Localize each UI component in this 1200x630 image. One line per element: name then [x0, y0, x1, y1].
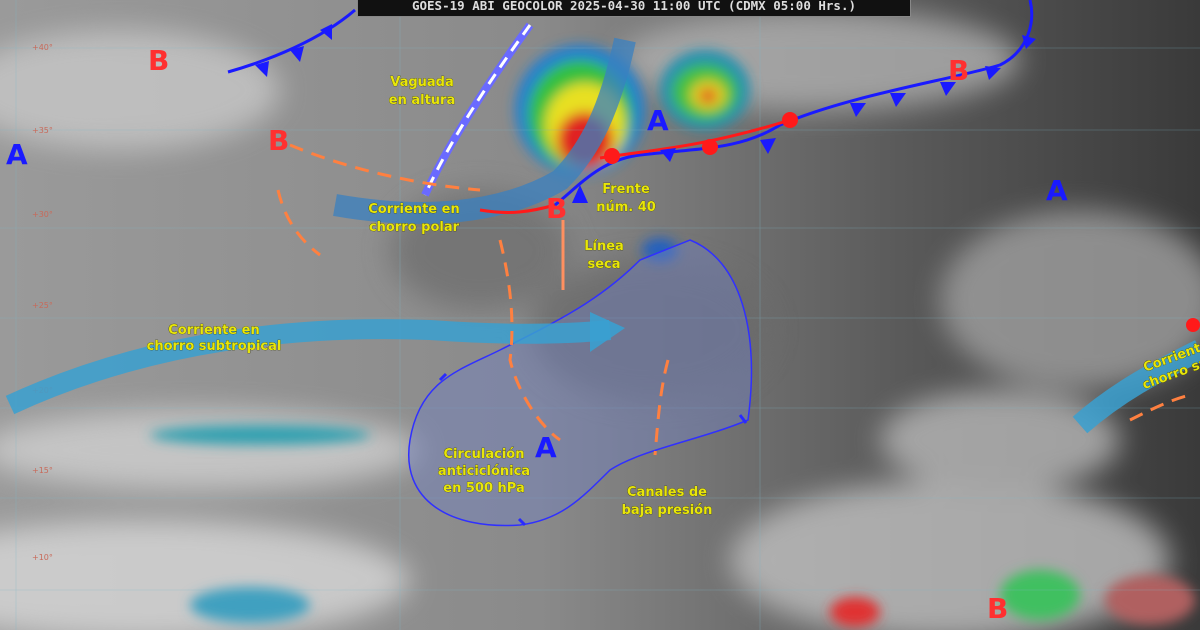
- lat-label: +15°: [32, 466, 53, 475]
- warm-front-marker: [1186, 318, 1200, 332]
- lat-label: +25°: [32, 301, 53, 310]
- label-canales: Canales de baja presión: [622, 485, 713, 518]
- circulation-arrow: [517, 517, 527, 527]
- polar-jet: [333, 37, 636, 224]
- lat-label: +40°: [32, 43, 53, 52]
- high-pressure-center: A: [535, 431, 557, 464]
- label-vaguada: Vaguada en altura: [389, 75, 455, 108]
- image-title: GOES-19 ABI GEOCOLOR 2025-04-30 11:00 UT…: [357, 0, 911, 17]
- low-pressure-center: B: [987, 592, 1008, 625]
- jet-arrow-head: [590, 312, 625, 352]
- high-pressure-center: A: [6, 138, 28, 171]
- subtropical-jet: [5, 319, 611, 415]
- lat-label: +30°: [32, 210, 53, 219]
- label-frente: Frente núm. 40: [596, 182, 656, 215]
- low-pressure-center: B: [546, 192, 567, 225]
- label-anticiclonica: Circulación anticiclónica en 500 hPa: [438, 447, 530, 496]
- low-pressure-troughs: [276, 143, 1191, 456]
- low-pressure-center: B: [948, 54, 969, 87]
- high-pressure-center: A: [647, 104, 669, 137]
- high-pressure-center: A: [1046, 174, 1068, 207]
- front-40: [227, 0, 1036, 214]
- east-subtropical-jet: [1072, 340, 1200, 434]
- circulation-arrow: [738, 414, 748, 424]
- lat-label: +35°: [32, 126, 53, 135]
- circulation-arrow: [438, 372, 448, 382]
- label-chorro-subtropical: Corriente en chorro subtropical: [147, 323, 282, 354]
- storm-cells: [150, 45, 1195, 627]
- low-pressure-center: B: [268, 124, 289, 157]
- anticyclone-circulation: [408, 239, 753, 527]
- lat-label: +10°: [32, 553, 53, 562]
- low-pressure-center: B: [148, 44, 169, 77]
- label-linea-seca: Línea seca: [584, 239, 624, 272]
- label-chorro-polar: Corriente en chorro polar: [368, 202, 459, 235]
